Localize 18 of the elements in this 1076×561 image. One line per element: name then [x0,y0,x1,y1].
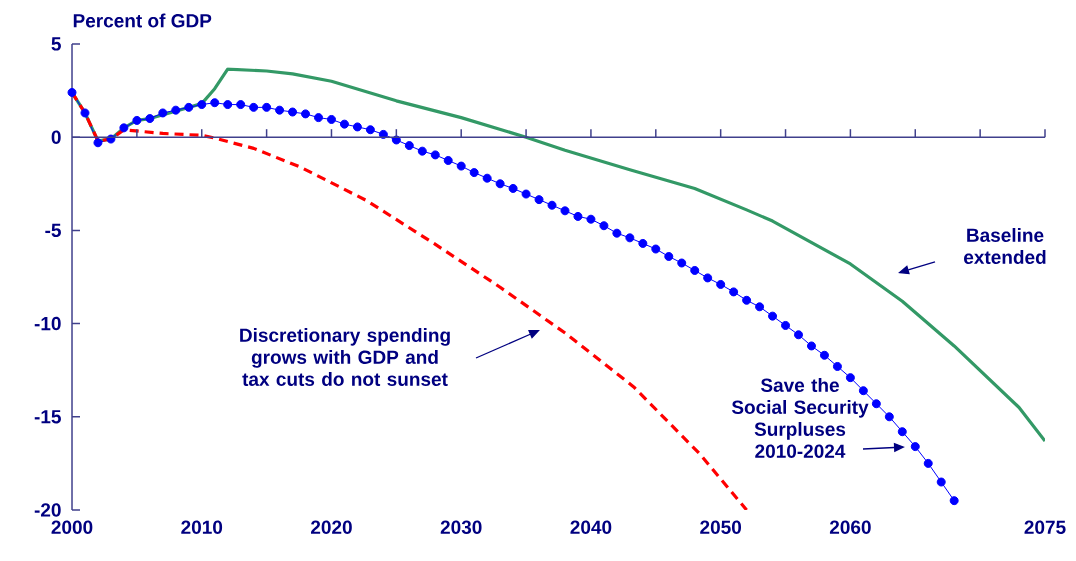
x-tick-label: 2020 [311,520,352,534]
x-tick-label: 2075 [1024,520,1066,534]
annotation: Save the Social Security Surpluses 2010-2024 [731,378,869,458]
y-tick-label: -15 [34,410,61,424]
x-tick-label: 2040 [570,520,612,534]
annotation: Discretionary spending grows with GDP and tax cuts do not sunset [240,328,450,386]
x-tick-label: 2050 [700,520,742,534]
y-tick-label: -10 [34,316,61,331]
y-tick-label: 5 [51,37,61,51]
x-tick-label: 2030 [440,520,482,534]
x-tick-label: 2000 [51,520,93,534]
y-tick-label: -20 [34,503,61,517]
y-axis-title: Percent of GDP [73,13,212,28]
y-tick-label: -5 [45,223,61,238]
y-tick-label: 0 [51,130,61,144]
annotation: Baseline extended [964,228,1046,264]
x-tick-label: 2060 [829,520,871,534]
x-tick-label: 2010 [181,520,223,534]
